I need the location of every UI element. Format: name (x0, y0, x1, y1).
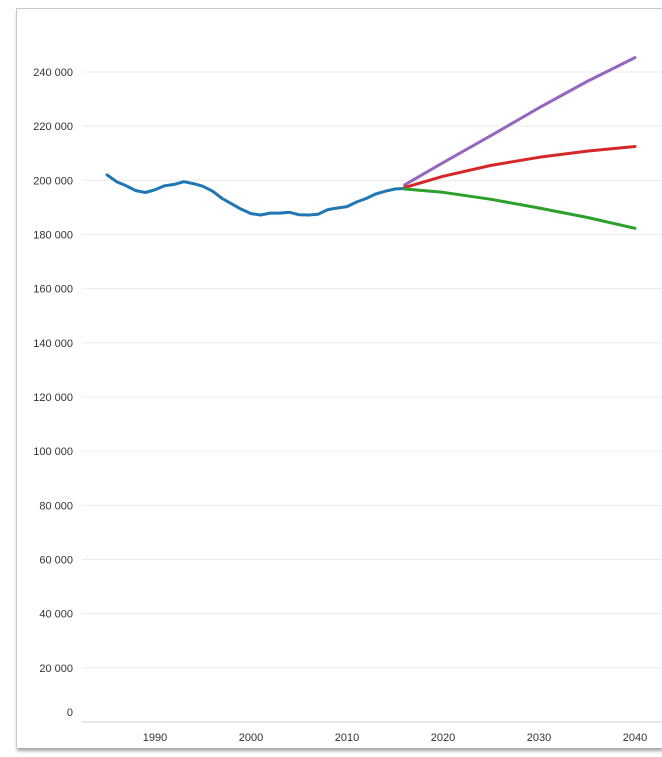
y-tick-label: 140 000 (33, 338, 73, 350)
series-line-0 (105, 173, 407, 217)
y-tick-label: 40 000 (39, 609, 73, 621)
series-line-2 (403, 145, 637, 190)
x-axis: 1990 2000 2010 2020 2030 2040 (143, 732, 647, 744)
x-tick-label: 2040 (623, 732, 647, 744)
y-axis: 0 20 000 40 000 60 000 80 000 100 000 120 000 1… (33, 67, 73, 719)
y-tick-label: 20 000 (39, 663, 73, 675)
x-tick-label: 2000 (239, 732, 263, 744)
y-tick-label: 200 000 (33, 175, 73, 187)
y-tick-label: 180 000 (33, 230, 73, 242)
series-lines (105, 56, 637, 230)
y-tick-label: 240 000 (33, 67, 73, 79)
x-tick-label: 2010 (335, 732, 359, 744)
x-tick-label: 1990 (143, 732, 167, 744)
y-tick-label: 100 000 (33, 446, 73, 458)
y-tick-label: 0 (67, 707, 73, 719)
y-tick-label: 120 000 (33, 392, 73, 404)
x-tick-label: 2020 (431, 732, 455, 744)
series-line-3 (403, 187, 637, 230)
gridlines (82, 71, 662, 723)
y-tick-label: 60 000 (39, 555, 73, 567)
x-tick-label: 2030 (527, 732, 551, 744)
chart-frame (16, 8, 662, 748)
y-tick-label: 220 000 (33, 121, 73, 133)
series-line-1 (403, 56, 637, 187)
y-tick-label: 160 000 (33, 284, 73, 296)
y-tick-label: 80 000 (39, 500, 73, 512)
